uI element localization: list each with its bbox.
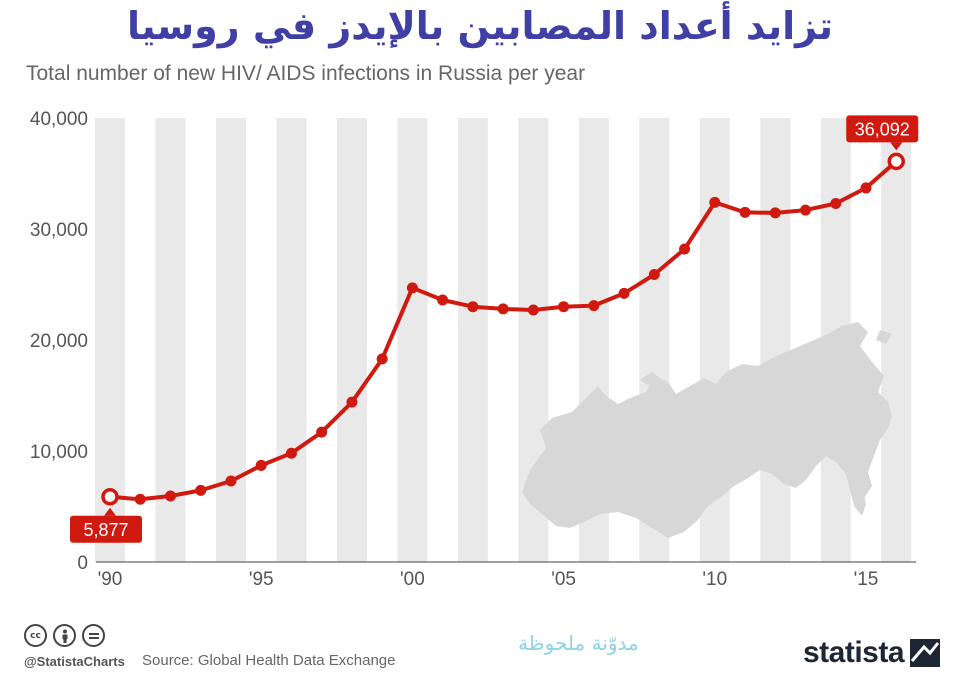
y-tick-label: 40,000: [30, 109, 88, 130]
data-point: [709, 196, 721, 208]
x-tick-label: '10: [702, 569, 727, 590]
data-point: [164, 490, 176, 502]
chart-title: تزايد أعداد المصابين بالإيدز في روسيا: [126, 4, 834, 48]
brand-name: statista: [803, 636, 905, 669]
x-tick-label: '90: [98, 569, 123, 590]
data-point: [255, 459, 267, 471]
data-point: [316, 426, 328, 438]
chart-subtitle: Total number of new HIV/ AIDS infections…: [26, 62, 586, 85]
data-point: [346, 396, 358, 408]
data-point-endpoint: [101, 488, 119, 506]
data-point: [134, 493, 146, 505]
russia-map-silhouette: [522, 322, 892, 538]
data-point: [860, 182, 872, 194]
x-axis: '90 '95 '00 '05 '10 '15: [98, 569, 879, 590]
statista-logo-icon: [910, 639, 941, 667]
annotations-group: 5,877 36,092: [70, 115, 919, 543]
data-point: [376, 353, 388, 365]
data-point: [648, 269, 660, 281]
stripe-2012: [760, 118, 791, 562]
value-callout-box: [70, 515, 142, 543]
data-point: [769, 207, 781, 219]
data-point: [195, 484, 207, 496]
stripe-1992: [155, 118, 186, 562]
stripe-1994: [215, 118, 246, 562]
value-callout-pointer: [890, 142, 903, 151]
stripe-2000: [397, 118, 428, 562]
stripe-1998: [336, 118, 367, 562]
nd-icon: [82, 624, 105, 647]
data-label: 5,877: [83, 520, 128, 540]
background-stripes: [95, 118, 912, 562]
stripe-1990: [95, 118, 125, 562]
stripe-1996: [276, 118, 307, 562]
x-tick-label: '95: [249, 569, 274, 590]
data-point: [497, 303, 509, 315]
series-points-group: [101, 152, 905, 506]
data-point: [558, 301, 570, 313]
value-callout-box: [846, 115, 919, 143]
data-point: [679, 243, 691, 255]
source-note: Source: Global Health Data Exchange: [142, 652, 396, 669]
data-point: [527, 304, 539, 316]
data-point: [437, 294, 449, 306]
data-point: [739, 206, 751, 218]
statista-brand[interactable]: statista: [803, 636, 941, 670]
x-tick-label: '05: [551, 569, 576, 590]
twitter-handle[interactable]: @StatistaCharts: [24, 654, 125, 669]
license-icons: cc: [24, 624, 105, 647]
data-point: [588, 300, 600, 312]
y-axis: 0 10,000 20,000 30,000 40,000: [30, 109, 88, 574]
y-tick-label: 20,000: [30, 331, 88, 352]
x-tick-label: '00: [400, 569, 425, 590]
data-point: [285, 447, 297, 459]
data-point: [618, 287, 630, 299]
value-callout-pointer: [104, 507, 116, 516]
data-point: [830, 197, 842, 209]
y-tick-label: 0: [77, 553, 88, 574]
data-point: [406, 282, 418, 294]
data-point-endpoint: [887, 152, 905, 171]
stripe-2002: [457, 118, 488, 562]
y-tick-label: 10,000: [30, 442, 88, 463]
data-label: 36,092: [855, 119, 910, 139]
data-point: [467, 301, 479, 313]
y-tick-label: 30,000: [30, 220, 88, 241]
watermark: مدوّنة ملحوظة: [518, 631, 639, 655]
data-point: [800, 204, 812, 216]
x-tick-label: '15: [854, 569, 879, 590]
data-point: [225, 475, 237, 487]
by-icon: [53, 624, 76, 647]
cc-icon: cc: [24, 624, 47, 647]
